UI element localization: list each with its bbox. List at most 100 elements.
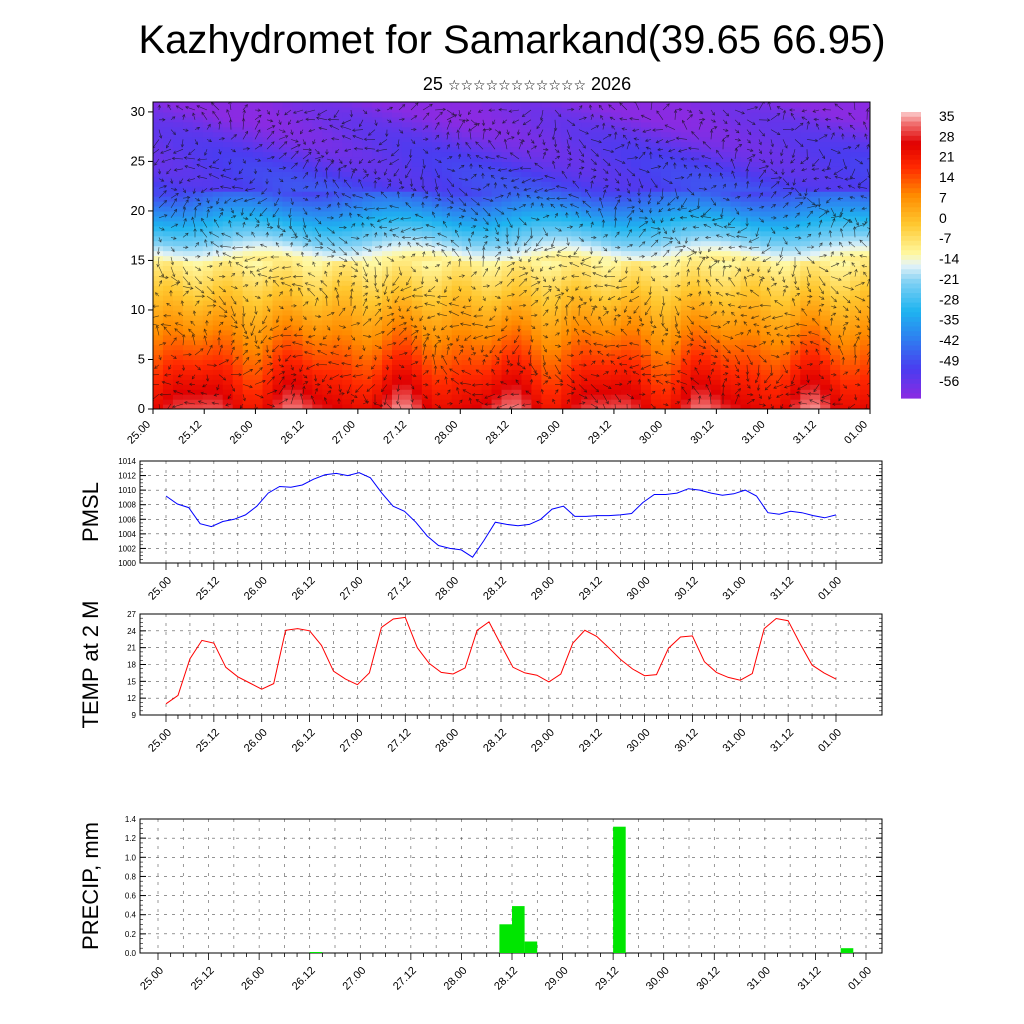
series-line [165,472,837,558]
colorbar-band [901,293,921,299]
subtitle-month: ☆☆☆☆☆☆☆☆☆☆☆ [447,78,587,94]
heatmap-x-tick-label: 29.12 [586,419,614,447]
colorbar-band [901,173,921,180]
page-subtitle: 25 ☆☆☆☆☆☆☆☆☆☆☆ 2026 [0,72,1024,98]
heatmap-x-tick-label: 25.12 [176,419,204,447]
y-tick-label: 0.4 [125,911,137,920]
heatmap-y-tick-label: 0 [138,401,145,416]
heatmap-x-tick-label: 28.00 [432,419,460,447]
colorbar-band [901,250,921,256]
y-tick-label: 27 [127,610,136,619]
heatmap-x-tick-label: 01.00 [842,419,870,447]
x-tick-label: 30.12 [694,965,722,993]
colorbar-label: 35 [939,108,955,124]
x-tick-label: 27.12 [385,575,413,603]
colorbar-band [901,378,921,385]
y-tick-label: 0.0 [125,949,137,958]
x-tick-label: 30.00 [625,727,653,755]
colorbar-band [901,169,921,175]
x-tick-label: 30.00 [625,575,653,603]
colorbar-band [901,231,921,237]
y-tick-label: 1.4 [125,815,137,824]
colorbar-band [901,326,921,332]
heatmap-field [153,102,870,409]
x-tick-label: 31.00 [720,727,748,755]
heatmap-y-tick-label: 20 [131,203,145,218]
precip-bar [613,826,626,953]
panel-frame [139,460,883,564]
colorbar-band [901,312,921,318]
colorbar-band [901,183,921,189]
x-tick-label: 01.00 [846,965,874,993]
colorbar-band [901,164,921,170]
colorbar-band [901,278,921,285]
colorbar-label: -7 [939,230,952,246]
heatmap-x-tick-label: 29.00 [535,419,563,447]
x-tick-label: 27.00 [340,965,368,993]
colorbar-band [901,393,921,399]
x-tick-label: 30.00 [644,965,672,993]
x-tick-label: 28.00 [433,575,461,603]
colorbar-label: 0 [939,210,947,226]
colorbar-band [901,131,921,137]
colorbar-label: 28 [939,128,955,144]
y-tick-label: 21 [127,644,136,653]
heatmap-x-tick-label: 31.00 [740,419,768,447]
y-tick-label: 0.2 [125,930,137,939]
colorbar-band [901,355,921,361]
x-tick-label: 27.00 [338,575,366,603]
x-tick-label: 29.12 [577,575,605,603]
heatmap-y-tick-label: 5 [138,351,145,366]
x-tick-label: 26.12 [290,965,318,993]
heatmap-y-tick-label: 30 [131,104,145,119]
x-tick-label: 26.12 [290,727,318,755]
heatmap-x-tick-label: 26.12 [279,419,307,447]
y-axis-title: PRECIP, mm [78,822,103,950]
x-tick-label: 31.12 [768,575,796,603]
wind-vectors [153,102,870,409]
y-tick-label: 18 [127,661,136,670]
colorbar-band [901,212,921,218]
precip-bar [512,906,525,953]
colorbar-band [901,202,921,208]
x-tick-label: 28.00 [442,965,470,993]
y-tick-label: 0.6 [125,892,137,901]
x-tick-label: 26.00 [239,965,267,993]
cross-section-panel: 0 5 10 15 20 25 30 25.00 25.12 26.00 26.12 27.00 27.… [125,101,871,447]
y-axis-title: TEMP at 2 M [78,601,103,729]
heatmap-y-tick-label: 25 [131,153,145,168]
x-tick-label: 31.00 [720,575,748,603]
x-tick-label: 31.12 [768,727,796,755]
colorbar-band [901,112,921,118]
colorbar-band [901,388,921,394]
colorbar-band [901,302,921,309]
colorbar-band [901,307,921,313]
colorbar-band [901,383,921,390]
colorbar-band [901,336,921,342]
colorbar-band [901,350,921,356]
colorbar-band [901,193,921,199]
colorbar-band [901,235,921,242]
x-tick-label: 01.00 [816,727,844,755]
colorbar-label: -21 [939,271,959,287]
x-tick-label: 25.12 [194,727,222,755]
colorbar-band [901,135,921,142]
colorbar: 35 28 21 14 7 0 -7 -14 -21 -28 -35 -42 -49 -56 [901,108,959,399]
y-tick-label: 1.0 [125,853,137,862]
colorbar-band [901,297,921,304]
colorbar-band [901,245,921,251]
x-tick-label: 29.12 [593,965,621,993]
x-tick-label: 30.12 [673,727,701,755]
colorbar-band [901,331,921,337]
colorbar-band [901,140,921,146]
heatmap-x-tick-label: 28.12 [484,419,512,447]
colorbar-band [901,283,921,289]
colorbar-label: 14 [939,169,955,185]
precip-panel: 0.0 0.2 0.4 0.6 0.8 1.0 1.2 1.4 25.00 25.12 26.00 2… [78,815,883,993]
colorbar-band [901,216,921,223]
y-tick-label: 1000 [118,559,136,568]
subtitle-year: 2026 [591,74,632,94]
x-tick-label: 28.12 [481,575,509,603]
colorbar-band [901,374,921,380]
